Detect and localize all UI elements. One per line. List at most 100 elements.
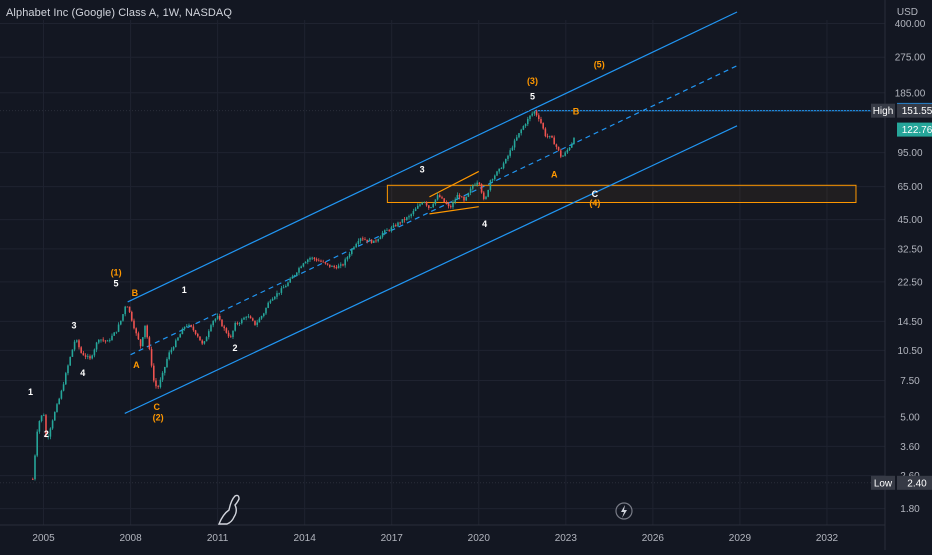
candle-body [335,267,338,269]
x-tick-label: 2029 [729,533,752,544]
candle-body [478,182,481,185]
wave-label: C [153,402,160,412]
candle-body [249,316,252,319]
candle-body [192,326,195,331]
candles [31,109,575,481]
candle-body [278,292,280,294]
wave-label: (1) [111,267,122,277]
wave-label: (5) [594,60,605,70]
high-label: High [873,106,894,117]
candle-body [95,342,98,350]
candle-body [100,339,102,341]
candle-body [443,198,445,203]
candle-body [524,124,527,127]
wave-label: A [551,169,558,179]
candle-body [313,257,316,260]
x-tick-label: 2023 [555,533,578,544]
candle-body [214,318,217,321]
candle-body [223,326,225,329]
candle-body [447,204,450,207]
candle-body [485,196,487,199]
candle-body [130,311,133,321]
candle-body [399,222,401,224]
candle-body [491,179,494,181]
candle-body [190,325,192,327]
candle-body [289,278,291,283]
candle-body [540,119,542,124]
y-tick-label: 275.00 [895,53,926,64]
candle-body [518,133,520,138]
candle-body [469,188,472,193]
candle-body [111,335,113,341]
candle-body [238,323,241,325]
candle-body [42,415,45,417]
candle-body [218,315,221,320]
candle-body [471,185,474,189]
candle-body [115,331,118,333]
candle-body [522,126,525,130]
candle-body [339,264,342,266]
candle-body [273,296,276,299]
candle-body [379,236,382,240]
candle-body [225,328,228,333]
candle-body [148,337,151,350]
candle-body [179,334,181,338]
candle-body [548,135,551,137]
candle-body [397,222,399,227]
candle-body [199,336,201,341]
wave-label: 1 [28,387,33,397]
candle-body [166,359,168,367]
candle-body [216,315,219,319]
candle-body [240,319,243,324]
candle-body [93,349,96,356]
wave-label: 3 [71,320,76,330]
x-tick-label: 2017 [381,533,404,544]
candle-body [436,195,439,200]
candle-body [355,243,357,248]
candle-body [531,113,533,116]
candle-body [570,143,573,148]
candle-body [152,365,155,381]
candle-body [410,214,412,217]
x-tick-label: 2032 [816,533,839,544]
wave-label: 2 [233,343,238,353]
candle-body [474,184,476,186]
candle-body [511,147,514,151]
candle-body [353,247,355,249]
wave-label: 2 [44,429,49,439]
candle-body [405,217,408,220]
candle-body [234,322,236,331]
candle-body [573,137,575,144]
y-tick-label: 32.50 [897,244,922,255]
candle-body [201,340,203,344]
candle-body [456,195,459,200]
candle-body [128,306,131,312]
candle-body [333,266,335,268]
y-tick-label: 65.00 [897,182,922,193]
candle-body [174,340,177,348]
candle-body [449,206,452,208]
lightning-icon [621,505,627,518]
price-tag: 2.40 [907,478,927,489]
candle-body [317,260,320,262]
candle-body [300,266,302,269]
candle-body [251,318,254,321]
candle-body [487,189,489,197]
candle-body [71,349,74,357]
candle-body [269,300,272,303]
candle-body [403,219,406,220]
support-zone-box [386,184,857,203]
candle-body [157,386,159,388]
candle-body [210,325,212,332]
candle-body [557,146,560,151]
candle-body [359,238,362,241]
lightning-circle-icon [615,502,633,520]
candle-body [348,253,351,258]
candle-body [243,317,245,320]
candle-body [102,339,104,341]
candle-body [36,431,38,456]
candle-body [342,264,344,266]
candle-body [564,152,566,156]
